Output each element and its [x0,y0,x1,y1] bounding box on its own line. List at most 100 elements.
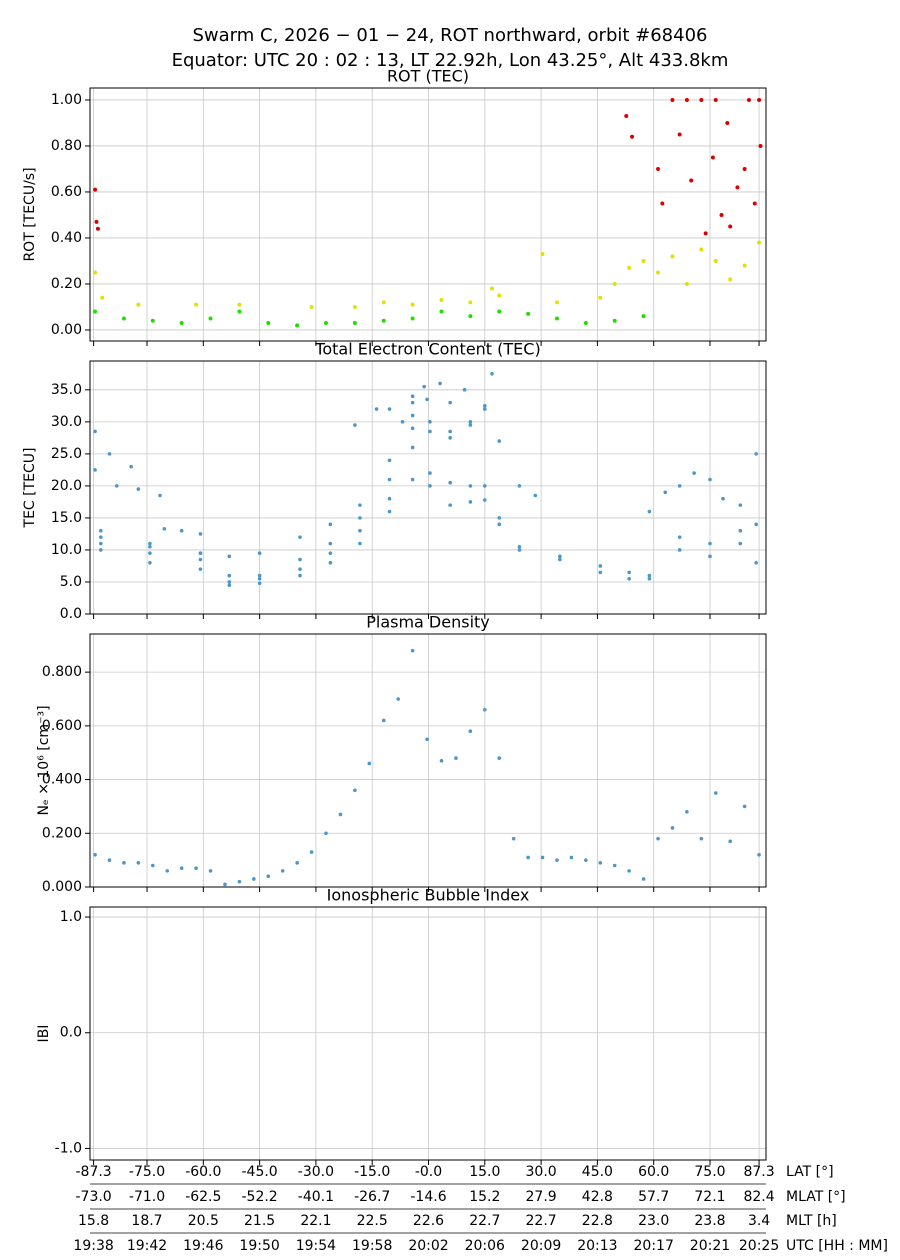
data-point [107,452,112,456]
data-point [148,551,152,555]
data-point [410,413,415,418]
data-point [298,567,302,571]
utc-label: 20:21 [690,1238,730,1254]
data-point [710,155,715,160]
data-point [656,166,661,171]
data-point [136,302,141,307]
data-point [612,318,617,323]
data-point [129,464,133,469]
data-point [150,863,155,868]
mlat-label: -62.5 [185,1189,221,1205]
data-point [641,877,646,881]
data-point [558,554,562,559]
mlt-label: 22.7 [469,1213,500,1229]
data-point [227,573,232,578]
data-point [410,445,415,450]
data-point [647,573,652,578]
lat-label: 60.0 [638,1164,669,1180]
data-point [725,120,730,125]
data-point [490,286,495,291]
plot-frame [89,87,767,342]
data-point [684,97,689,102]
data-point [227,583,232,587]
data-point [677,548,682,552]
data-point [699,836,704,841]
data-point [381,318,386,323]
data-point [468,300,473,305]
data-point [237,309,242,314]
data-point [93,852,97,857]
data-point [93,187,98,192]
data-point [746,97,751,102]
data-point [425,397,429,402]
data-point [540,252,545,257]
data-point [114,484,119,488]
data-point [93,270,98,275]
data-point [93,309,98,314]
data-point [670,254,675,259]
y-axis-label: Nₑ × 10⁶ [cm⁻³] [36,705,52,815]
data-point [728,277,733,282]
y-tick-label: 0.40 [51,230,82,246]
data-point [624,114,629,119]
lat-label: 75.0 [694,1164,725,1180]
data-point [387,477,392,482]
data-point [468,423,473,427]
data-point [554,300,559,305]
data-point [367,761,372,766]
y-tick-label: 20.0 [51,478,82,494]
data-point [410,400,415,405]
utc-label: 19:50 [239,1238,279,1254]
y-tick-label: 0.80 [51,138,82,154]
data-point [627,576,631,581]
data-point [558,557,562,562]
data-point [425,737,429,742]
y-tick-label: 30.0 [51,414,82,430]
data-point [517,484,522,488]
data-point [198,557,203,562]
data-point [677,132,682,137]
data-point [497,439,502,443]
data-point [179,321,184,326]
data-point [584,858,588,862]
data-point [677,535,682,539]
y-axis-label: TEC [TECU] [22,448,38,529]
data-point [410,302,415,307]
data-point [422,384,426,389]
data-point [540,855,545,860]
data-point [353,788,357,793]
data-point [179,528,184,533]
data-point [95,226,100,231]
data-point [295,323,300,328]
data-point [583,321,588,326]
data-point [387,458,392,463]
data-point [410,648,415,653]
data-point [162,527,167,531]
lat-label: -87.3 [75,1164,111,1180]
panel-title: Plasma Density [366,613,490,632]
data-point [208,316,213,321]
data-point [194,302,199,307]
data-point [100,295,105,300]
data-point [99,535,103,539]
data-point [754,560,758,565]
mlat-label: 82.4 [743,1189,774,1205]
data-point [627,265,632,270]
data-point [641,314,646,319]
panel-title: Total Electron Content (TEC) [314,340,540,359]
data-point [699,247,704,252]
mlat-label: -73.0 [75,1189,111,1205]
data-point [708,541,712,546]
lat-label: 15.0 [469,1164,500,1180]
y-tick-label: 0.60 [51,184,82,200]
data-point [454,756,458,760]
data-point [699,97,704,102]
data-point [448,436,452,440]
data-point [428,429,432,434]
data-point [223,882,227,887]
data-point [439,309,444,314]
data-point [338,812,343,817]
data-point [721,496,725,501]
data-point [757,97,762,102]
data-point [387,407,392,411]
